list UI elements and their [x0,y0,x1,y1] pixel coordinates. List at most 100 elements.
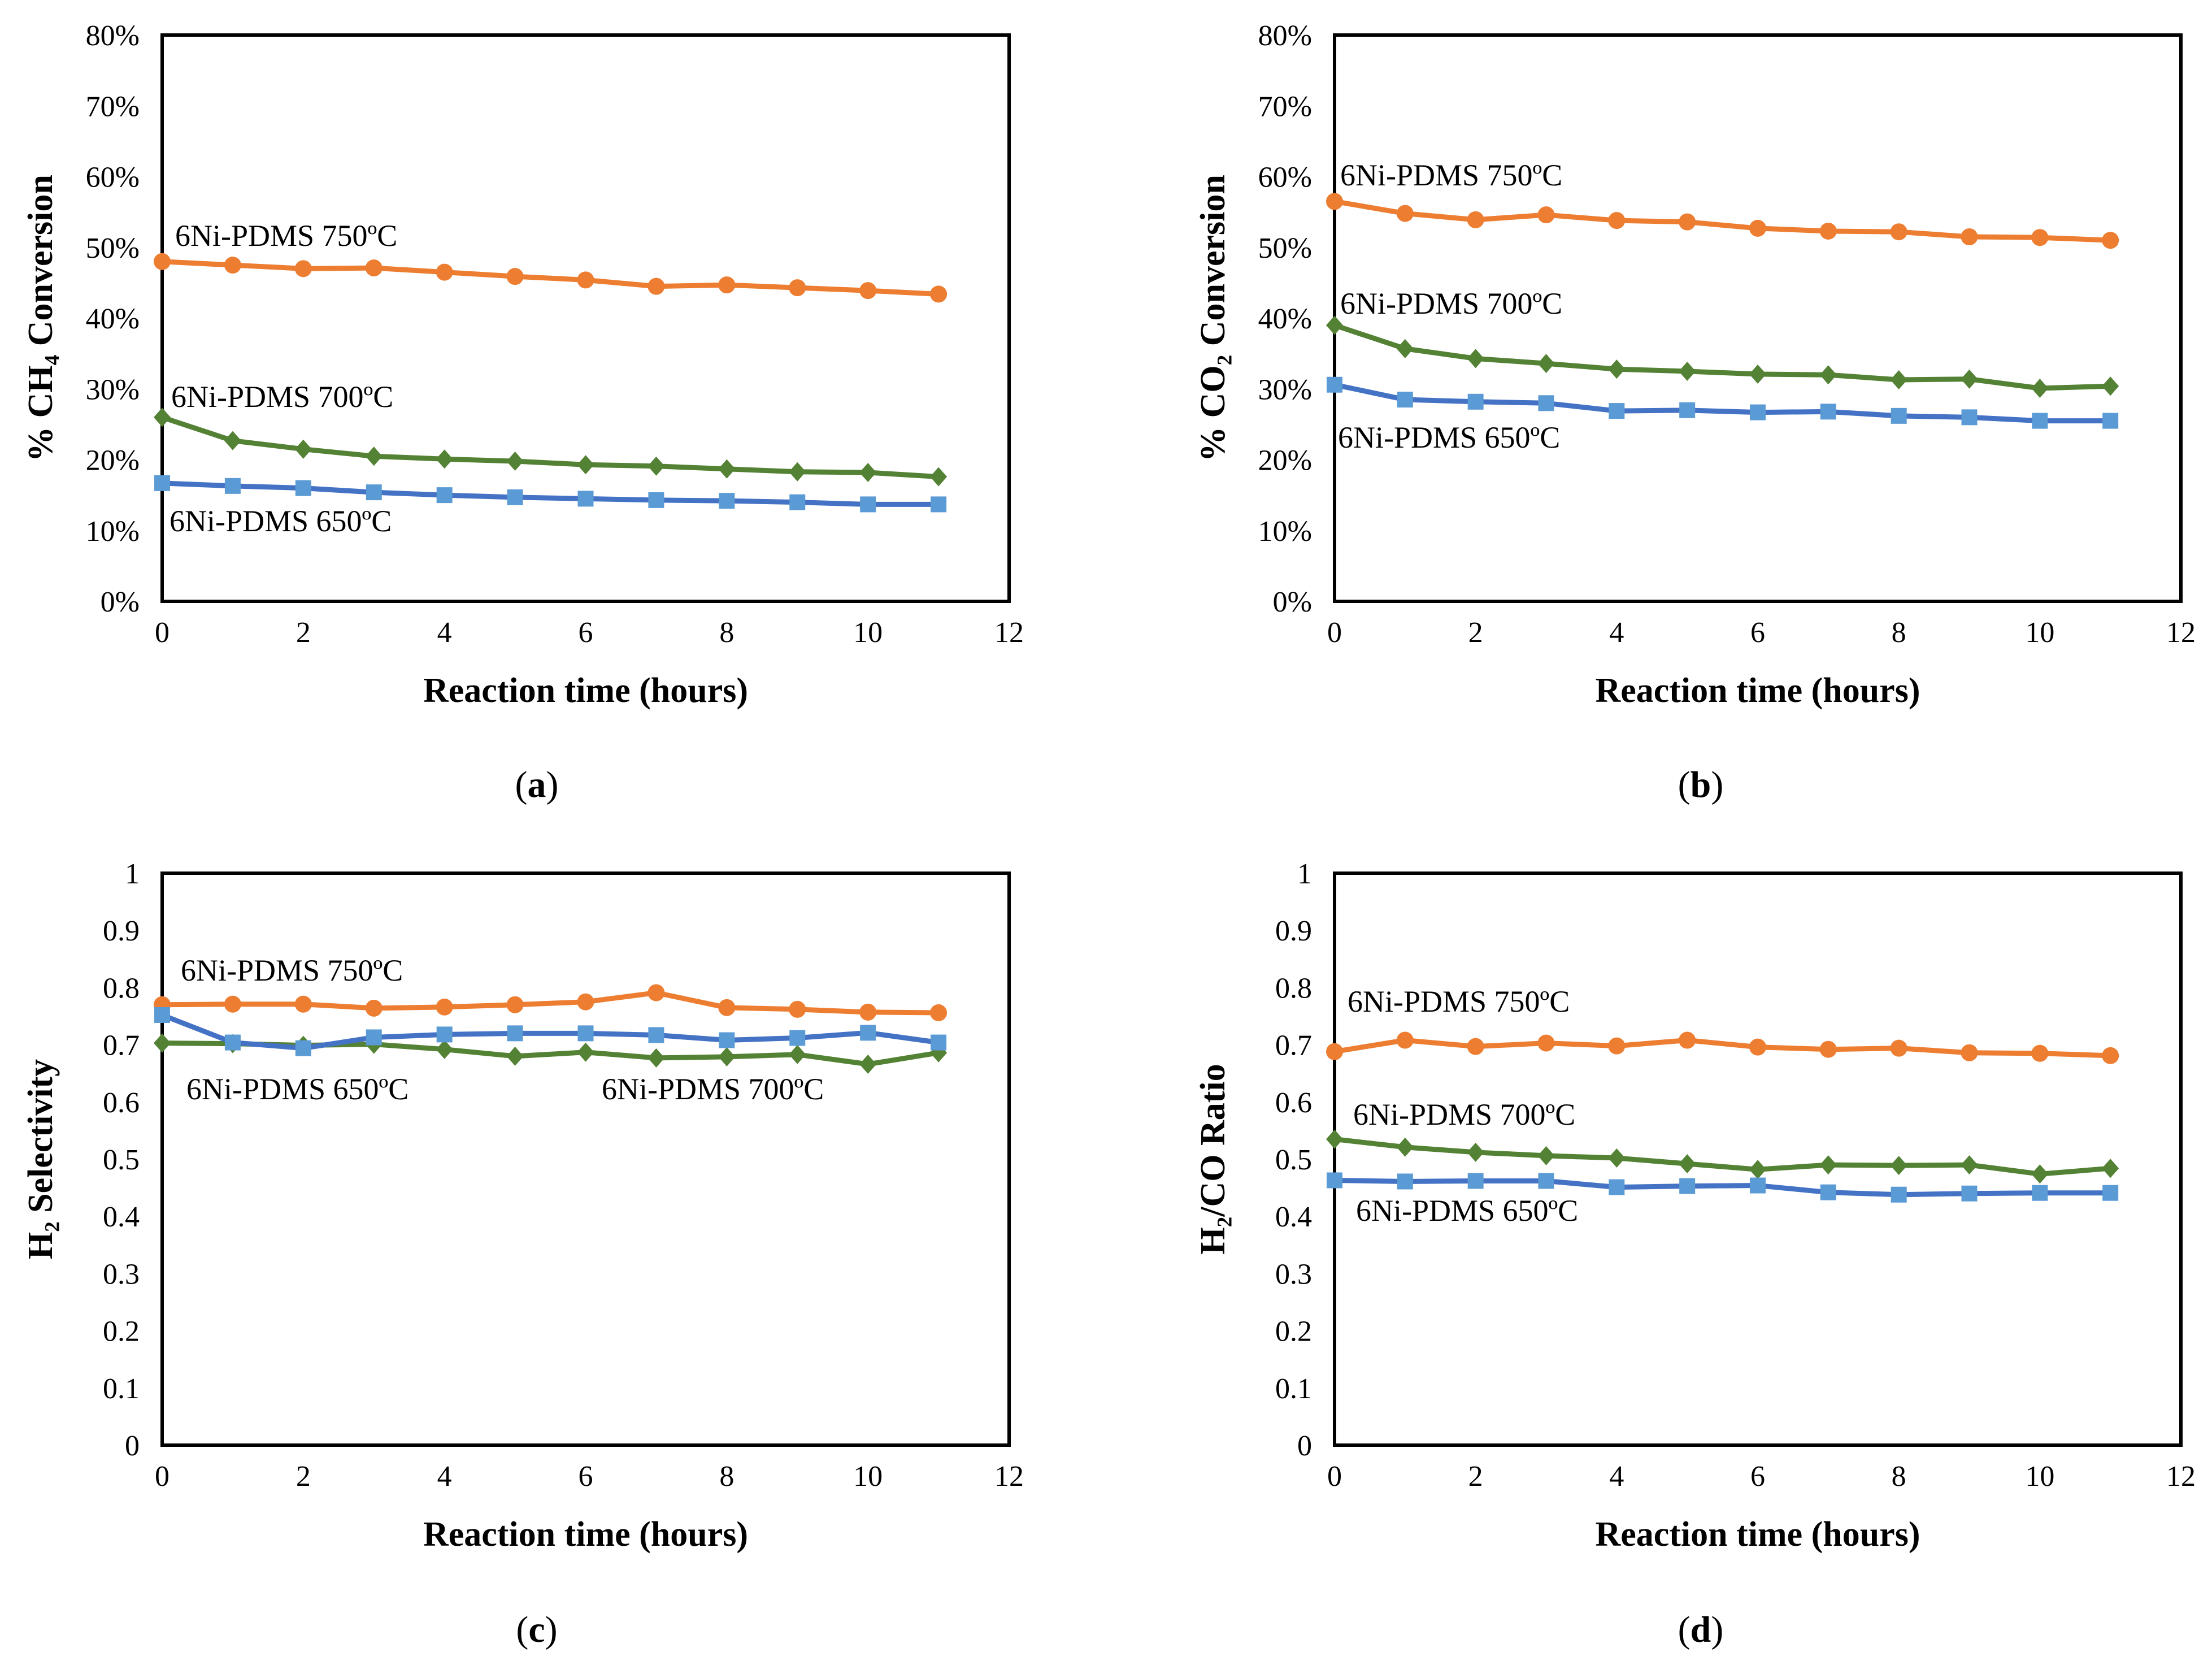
data-point-circle [2031,229,2049,246]
data-point-circle [1961,1044,1978,1061]
series-line [1332,323,2113,391]
data-point-diamond [1537,354,1555,374]
data-point-square [719,1032,735,1048]
y-tick-label: 0.1 [103,1373,140,1405]
panel-letter: a [528,764,546,805]
x-tick-label: 0 [1327,617,1342,649]
y-axis-title: H₂ Selectivity [21,1059,60,1259]
y-tick-label: 0.7 [103,1030,140,1062]
x-tick-label: 0 [1327,1460,1342,1493]
x-tick-label: 10 [853,617,883,649]
y-tick-label: 0.2 [103,1316,140,1348]
panel-letter: d [1690,1609,1711,1650]
series-line [159,480,941,507]
data-point-square [648,1027,664,1043]
data-point-square [719,493,735,509]
y-tick-label: 1 [125,858,140,890]
data-point-diamond [1608,359,1626,379]
data-point-circle [436,263,453,281]
y-tick-label: 80% [1258,20,1312,52]
data-point-circle [930,285,948,303]
data-point-diamond [436,449,453,469]
plot-frame [160,871,1011,1447]
data-point-diamond [1467,1142,1484,1162]
series-line [1332,1038,2113,1059]
data-point-circle [1326,193,1343,210]
y-tick-label: 0.5 [1275,1144,1312,1176]
data-point-diamond [718,1047,736,1066]
series-circle: 6Ni-PDMS 750ºC [1326,985,2119,1064]
data-point-circle [1326,1043,1343,1060]
x-tick-label: 8 [719,617,734,649]
data-point-circle [1467,1038,1484,1055]
x-tick-label: 10 [2025,617,2054,649]
data-point-diamond [506,1046,524,1066]
data-point-circle [859,282,877,300]
y-tick-label: 10% [1258,515,1312,548]
x-axis-title: Reaction time (hours) [1595,1515,1920,1554]
data-point-diamond [789,462,806,482]
data-point-diamond [1326,1129,1343,1149]
data-point-square [577,1025,594,1042]
x-tick-label: 4 [437,617,452,649]
series-diamond: 6Ni-PDMS 700ºC [154,380,948,487]
series-line [159,1012,941,1051]
data-point-circle [1890,223,1907,241]
data-point-square [1891,1186,1907,1203]
data-point-circle [1890,1039,1907,1057]
data-point-diamond [930,467,948,487]
data-point-square [1327,1172,1342,1189]
data-point-square [2032,1185,2048,1201]
panel-caption: (d) [1678,1609,1724,1650]
data-point-diamond [859,463,877,483]
y-tick-label: 10% [86,515,140,548]
data-point-diamond [1608,1148,1626,1168]
y-tick-label: 40% [1258,303,1312,335]
data-point-square [789,494,806,510]
data-point-circle [789,279,806,297]
data-point-square [931,1034,947,1051]
data-point-square [1679,402,1696,418]
x-tick-label: 4 [437,1460,452,1493]
panel-letter: b [1690,764,1711,805]
chart-panel-c: 00.10.20.30.40.50.60.70.80.910 2 4 6 8 10 12Re… [21,858,1024,1650]
data-point-diamond [1819,365,1837,385]
series-diamond: 6Ni-PDMS 700ºC [1326,1098,2119,1184]
chart-panel-a: 0% 10% 20% 30% 40% 50% 60% 70% 80% 0 2 4 6 8 10 12 React… [21,20,1024,805]
x-tick-label: 4 [1609,1460,1624,1493]
data-point-square [224,478,241,494]
y-tick-label: 30% [86,374,140,406]
series-square: 6Ni-PDMS 650ºC [1327,376,2119,454]
data-point-square [931,496,947,513]
x-tick-label: 0 [155,1460,170,1493]
x-tick-label: 0 [155,617,170,649]
y-axis-title: % CO₂ Conversion [1194,175,1232,462]
x-tick-label: 10 [2025,1460,2054,1493]
data-point-circle [224,995,241,1013]
data-point-square [154,1007,170,1023]
data-point-circle [2031,1044,2049,1062]
data-point-square [1397,1173,1413,1190]
plot-frame [160,33,1011,603]
data-point-diamond [1326,315,1343,335]
y-tick-label: 30% [1258,374,1312,406]
y-tick-label: 0.4 [103,1201,140,1233]
x-tick-label: 2 [1468,1460,1483,1493]
y-tick-label: 0.9 [103,915,140,947]
data-point-diamond [859,1055,877,1074]
panel-caption: (b) [1678,764,1724,805]
y-tick-label: 0.3 [1275,1258,1312,1290]
data-point-diamond [1467,349,1484,368]
data-point-circle [1679,1031,1696,1049]
data-point-square [1467,1173,1484,1189]
x-tick-label: 12 [2166,617,2196,649]
data-point-circle [294,995,312,1013]
data-point-square [2032,413,2048,429]
x-tick-label: 6 [579,617,593,649]
y-tick-label: 0 [1297,1430,1312,1462]
panel-caption: (c) [516,1609,557,1650]
data-point-square [154,475,170,491]
data-point-diamond [2031,1164,2049,1184]
data-point-circle [1961,228,1978,245]
data-point-circle [1608,212,1626,229]
